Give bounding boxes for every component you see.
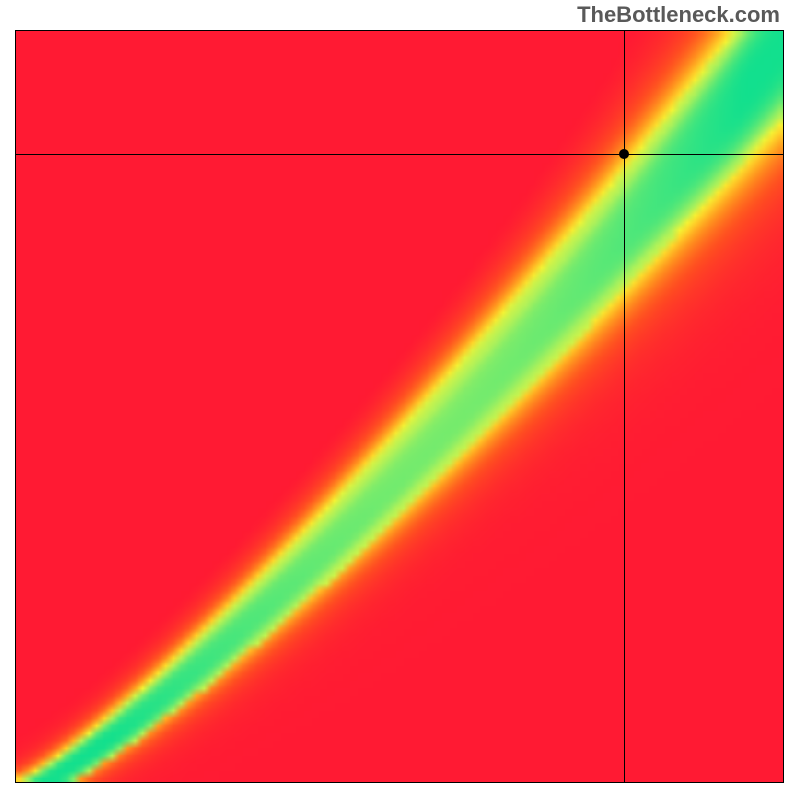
crosshair-marker xyxy=(619,149,629,159)
watermark-text: TheBottleneck.com xyxy=(577,2,780,28)
bottleneck-heatmap-plot xyxy=(15,30,784,783)
crosshair-vertical xyxy=(624,31,625,782)
heatmap-canvas xyxy=(16,31,783,782)
crosshair-horizontal xyxy=(16,154,783,155)
